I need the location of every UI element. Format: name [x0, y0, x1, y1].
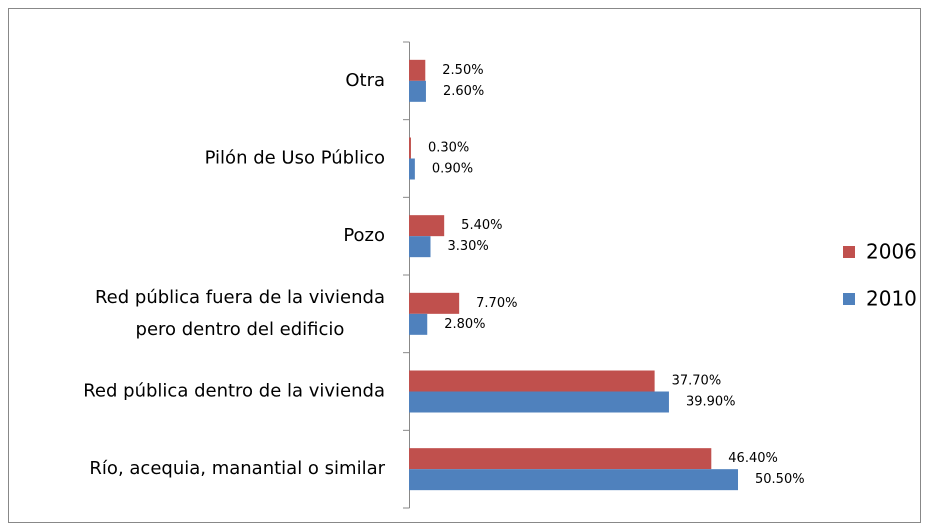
category-label: Otra [345, 70, 385, 91]
legend-swatch [843, 246, 855, 258]
bar [409, 59, 426, 81]
bar [409, 236, 431, 258]
value-label: 46.40% [728, 451, 778, 466]
legend-swatch [843, 293, 855, 305]
chart-border [8, 8, 921, 523]
value-label: 0.90% [432, 162, 473, 177]
value-label: 2.80% [444, 317, 485, 332]
value-label: 3.30% [447, 239, 488, 254]
bar [409, 137, 411, 159]
category-label: Pozo [343, 225, 385, 246]
value-label: 5.40% [461, 218, 502, 233]
legend-label: 2010 [866, 287, 917, 311]
bar [409, 292, 460, 314]
category-label: Red pública fuera de la vivienda pero den… [95, 287, 385, 340]
bar [409, 158, 415, 180]
bar [409, 391, 669, 413]
value-label: 2.50% [442, 63, 483, 78]
category-label: Río, acequia, manantial o similar [89, 458, 385, 479]
bar [409, 370, 655, 392]
category-label: Pilón de Uso Público [205, 148, 385, 169]
bar [409, 313, 428, 335]
value-label: 37.70% [672, 374, 722, 389]
value-label: 2.60% [443, 84, 484, 99]
bar [409, 469, 739, 491]
value-label: 39.90% [686, 395, 736, 410]
legend-label: 2006 [866, 240, 917, 264]
bar [409, 80, 426, 102]
category-label: Red pública dentro de la vivienda [83, 381, 385, 402]
value-label: 0.30% [428, 141, 469, 156]
bar [409, 215, 445, 237]
value-label: 50.50% [755, 472, 805, 487]
value-label: 7.70% [476, 296, 517, 311]
bar [409, 448, 712, 470]
